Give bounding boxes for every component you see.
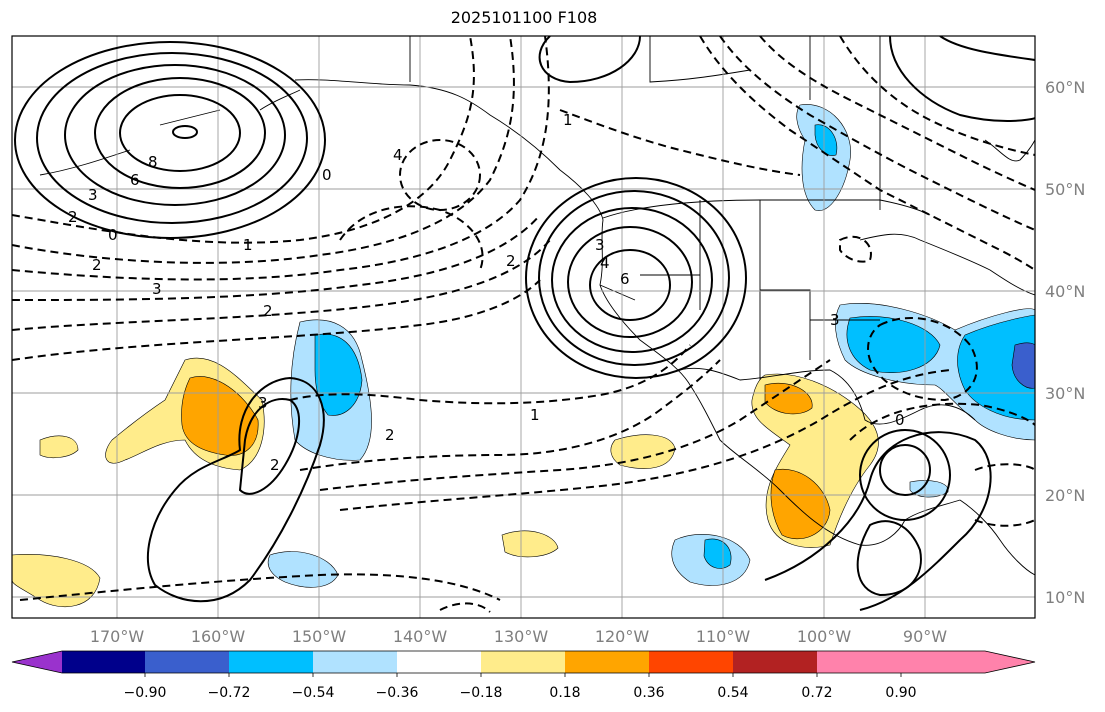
- contour-label: 4: [393, 146, 403, 164]
- lat-tick-label: 60°N: [1045, 78, 1085, 97]
- contour-labels: 8 6 3 2 0 1 2 3 4 0 1 2 3 4 6 3 2 2 1 0 …: [68, 111, 905, 474]
- lon-tick-label: 150°W: [292, 627, 347, 646]
- colorbar-tick-label: −0.36: [376, 685, 419, 701]
- contour-label: 3: [258, 394, 268, 412]
- colorbar-tick-label: −0.18: [460, 685, 503, 701]
- lon-tick-label: 120°W: [595, 627, 650, 646]
- lon-tick-label: 160°W: [191, 627, 246, 646]
- contour-label: 1: [530, 406, 540, 424]
- contour-label: 1: [563, 111, 573, 129]
- coastlines: [39, 36, 1035, 576]
- lon-tick-label: 90°W: [903, 627, 947, 646]
- colorbar-tick-label: −0.72: [208, 685, 251, 701]
- contour-label: 1: [243, 236, 253, 254]
- colorbar-tick-label: 0.18: [549, 685, 580, 701]
- colorbar-tick-label: 0.72: [801, 685, 832, 701]
- colorbar-tick-label: −0.90: [124, 685, 167, 701]
- lat-tick-label: 10°N: [1045, 588, 1085, 607]
- colorbar-segment: [397, 651, 481, 673]
- very-strong-negative-us-east: [1011, 342, 1035, 389]
- strong-negative-south2: [703, 538, 732, 569]
- colorbar-tick-label: 0.36: [633, 685, 664, 701]
- colorbar-segment: [481, 651, 565, 673]
- positive-anomaly-west: [39, 435, 79, 459]
- contour-label: 6: [620, 270, 630, 288]
- contour-label: 8: [148, 153, 158, 171]
- contour-label: 3: [88, 186, 98, 204]
- contour-label: 2: [263, 302, 273, 320]
- map-area: 8 6 3 2 0 1 2 3 4 0 1 2 3 4 6 3 2 2 1 0 …: [12, 36, 1035, 618]
- positive-anomaly-south1: [501, 530, 559, 558]
- lat-tick-label: 20°N: [1045, 486, 1085, 505]
- lon-tick-label: 130°W: [494, 627, 549, 646]
- contour-label: 6: [130, 171, 140, 189]
- colorbar-segment: [313, 651, 397, 673]
- lat-tick-label: 50°N: [1045, 180, 1085, 199]
- plot-title: 2025101100 F108: [450, 8, 598, 27]
- colorbar-segment: [62, 651, 145, 673]
- map-frame: [11, 35, 1036, 619]
- colorbar-extend-min: [12, 651, 62, 673]
- colorbar-tick-label: 0.54: [717, 685, 748, 701]
- lat-tick-labels: 60°N 50°N 40°N 30°N 20°N 10°N: [1045, 78, 1085, 607]
- colorbar-tick-label: 0.90: [885, 685, 916, 701]
- negative-anomaly-south: [267, 551, 339, 588]
- lon-tick-label: 100°W: [797, 627, 852, 646]
- contour-label: 2: [385, 426, 395, 444]
- strong-negative-canada: [814, 124, 838, 156]
- contour-label: 2: [270, 456, 280, 474]
- lon-tick-label: 140°W: [393, 627, 448, 646]
- contour-label: 4: [600, 254, 610, 272]
- contour-label: 3: [595, 236, 605, 254]
- contour-label: 2: [68, 208, 78, 226]
- colorbar-segment: [649, 651, 733, 673]
- positive-anomaly-south2: [610, 434, 676, 469]
- contour-label: 0: [108, 226, 118, 244]
- colorbar-segment: [229, 651, 313, 673]
- colorbar-segment: [565, 651, 649, 673]
- negative-contours: [12, 36, 1035, 613]
- colorbar-segment: [817, 651, 901, 673]
- contour-label: 2: [92, 256, 102, 274]
- lon-tick-labels: 170°W 160°W 150°W 140°W 130°W 120°W 110°…: [90, 627, 947, 646]
- contour-label: 2: [506, 252, 516, 270]
- lat-tick-label: 40°N: [1045, 282, 1085, 301]
- lon-tick-label: 110°W: [696, 627, 751, 646]
- contour-label: 0: [322, 166, 332, 184]
- lon-tick-label: 170°W: [90, 627, 145, 646]
- colorbar-segment: [145, 651, 229, 673]
- strong-positive-mexico-north: [764, 382, 813, 415]
- colorbar-extend-max: [901, 651, 1035, 673]
- contour-label: 3: [830, 311, 840, 329]
- colorbar-segment: [733, 651, 817, 673]
- colorbar-tick-label: −0.54: [292, 685, 335, 701]
- positive-contours: [14, 36, 1035, 611]
- lat-tick-label: 30°N: [1045, 384, 1085, 403]
- strong-negative-us-east: [957, 314, 1035, 421]
- colorbar: −0.90 −0.72 −0.54 −0.36 −0.18 0.18 0.36 …: [11, 650, 1036, 701]
- contour-label: 0: [895, 411, 905, 429]
- contour-label: 3: [152, 280, 162, 298]
